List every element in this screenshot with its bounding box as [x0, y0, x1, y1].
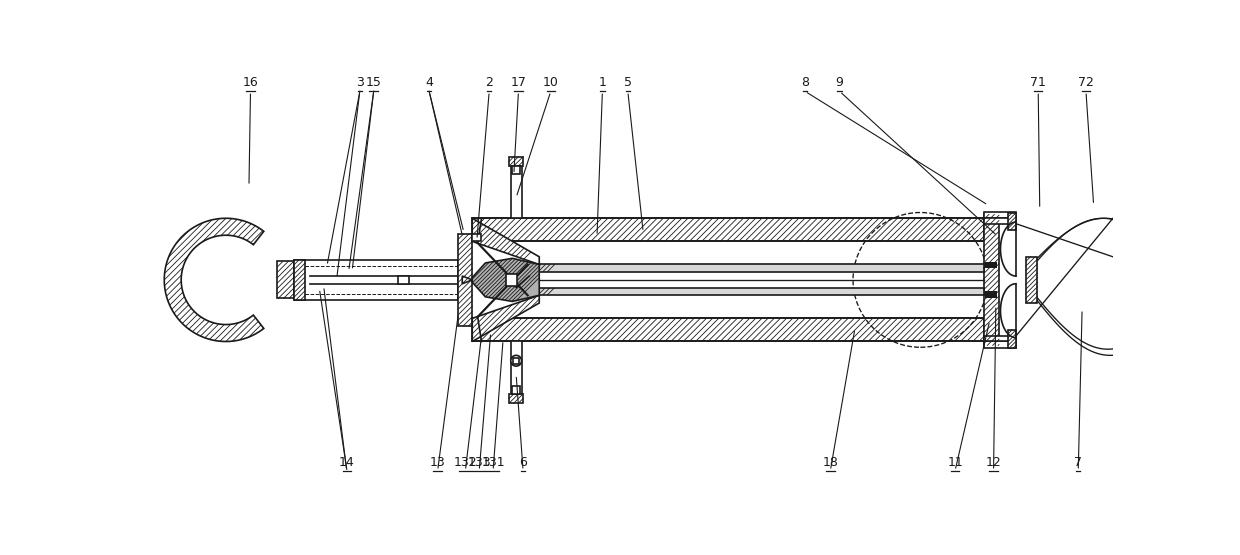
Text: 14: 14: [339, 456, 355, 468]
Bar: [294, 260, 459, 300]
Polygon shape: [472, 295, 539, 341]
Text: 5: 5: [624, 76, 632, 89]
Polygon shape: [164, 218, 264, 341]
Text: 12: 12: [986, 456, 1002, 468]
Bar: [513, 357, 520, 364]
Bar: [506, 274, 517, 286]
Bar: [472, 218, 983, 241]
Text: 4: 4: [425, 76, 433, 89]
Bar: [983, 218, 1016, 224]
Bar: [983, 212, 1016, 218]
Text: 72: 72: [1078, 76, 1094, 89]
Bar: [510, 157, 523, 166]
Text: 17: 17: [511, 76, 527, 89]
Polygon shape: [472, 258, 539, 301]
Bar: [512, 386, 520, 394]
Text: 2: 2: [485, 76, 494, 89]
Bar: [459, 234, 472, 326]
Bar: [1008, 330, 1016, 347]
Bar: [985, 291, 997, 297]
Bar: [983, 214, 999, 345]
Bar: [1025, 257, 1038, 303]
Text: 132: 132: [454, 456, 477, 468]
Polygon shape: [472, 218, 539, 265]
Text: 8: 8: [801, 76, 808, 89]
Text: 15: 15: [366, 76, 382, 89]
Bar: [472, 319, 983, 341]
Text: 16: 16: [243, 76, 258, 89]
Polygon shape: [539, 287, 983, 295]
Polygon shape: [539, 265, 983, 272]
Bar: [278, 261, 294, 299]
Text: 133: 133: [467, 456, 491, 468]
Bar: [1008, 213, 1016, 230]
Text: 131: 131: [481, 456, 505, 468]
Circle shape: [511, 355, 522, 366]
Text: 71: 71: [1030, 76, 1047, 89]
Bar: [511, 166, 522, 218]
Bar: [398, 276, 409, 284]
Text: 9: 9: [836, 76, 843, 89]
Bar: [510, 394, 523, 403]
Bar: [983, 336, 1016, 341]
Text: 18: 18: [822, 456, 838, 468]
Bar: [294, 260, 305, 300]
Bar: [511, 341, 522, 394]
Text: 13: 13: [430, 456, 445, 468]
Bar: [983, 341, 1016, 347]
Text: 10: 10: [543, 76, 559, 89]
Text: 11: 11: [947, 456, 963, 468]
Bar: [512, 166, 520, 174]
Text: 7: 7: [1074, 456, 1083, 468]
Text: 3: 3: [356, 76, 363, 89]
Bar: [985, 262, 997, 268]
Text: 6: 6: [520, 456, 527, 468]
Polygon shape: [463, 276, 472, 284]
Text: 1: 1: [599, 76, 606, 89]
Bar: [472, 234, 481, 241]
